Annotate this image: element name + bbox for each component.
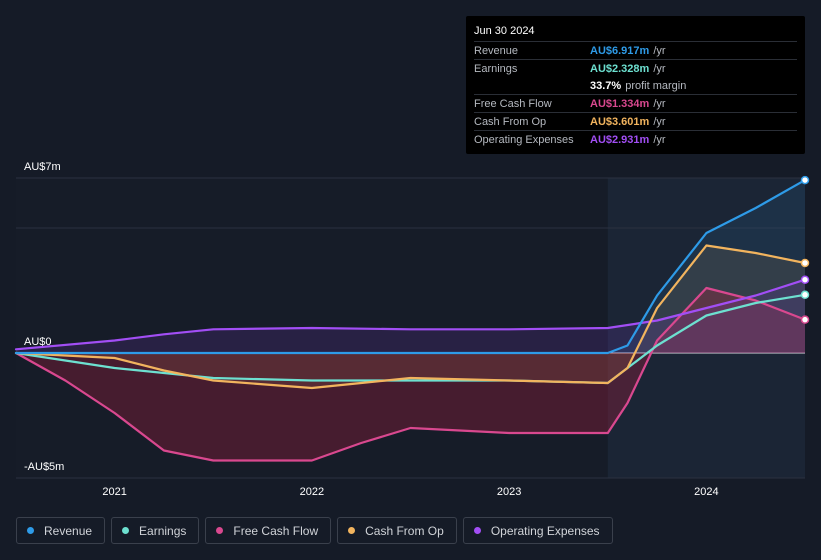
tooltip-row-cash-from-op: Cash From Op AU$3.601m /yr [474,112,797,130]
tooltip-value: AU$2.931m [590,133,650,146]
legend-label: Earnings [139,523,187,538]
x-tick-label: 2023 [497,486,521,498]
area-free-cash-flow [16,288,805,461]
tooltip-label: Earnings [474,62,518,75]
legend-dot-icon [27,527,34,534]
legend-label: Free Cash Flow [233,523,319,538]
tooltip-label: Operating Expenses [474,133,574,146]
tooltip-value: 33.7% [590,79,622,92]
tooltip: Jun 30 2024 Revenue AU$6.917m /yr Earnin… [466,16,805,154]
tooltip-row-free-cash-flow: Free Cash Flow AU$1.334m /yr [474,94,797,112]
tooltip-label: Revenue [474,44,519,57]
tooltip-row-profit-margin: 33.7% profit margin [474,77,797,94]
x-tick-label: 2022 [300,486,324,498]
legend-dot-icon [473,527,481,534]
series-line-free-cash-flow [14,286,807,462]
tooltip-unit: profit margin [625,79,687,92]
y-tick-label: -AU$5m [24,461,64,473]
tooltip-row-revenue: Revenue AU$6.917m /yr [474,41,797,59]
series-line-operating-expenses [14,278,807,351]
tooltip-value: AU$2.328m [590,62,650,75]
legend-label: Operating Expenses [490,523,600,538]
tooltip-value: AU$3.601m [590,115,650,128]
tooltip-unit: /yr [653,97,666,110]
legend-item-cash-from-op[interactable]: Cash From Op [337,517,457,544]
y-tick-label: AU$0 [24,336,52,348]
series-line-cash-from-op [14,244,807,390]
end-point-operating-expenses [800,275,810,284]
tooltip-unit: /yr [653,62,666,75]
area-cash-from-op [16,245,805,388]
end-point-free-cash-flow [800,315,810,324]
end-point-earnings [800,290,810,300]
legend-dot-icon [348,527,356,534]
tooltip-label: Free Cash Flow [474,97,552,110]
legend: Revenue Earnings Free Cash Flow Cash Fro… [16,517,613,544]
tooltip-row-earnings: Earnings AU$2.328m /yr [474,59,797,77]
tooltip-unit: /yr [653,115,666,128]
end-point-revenue [800,175,810,185]
legend-label: Revenue [44,523,93,538]
end-point-cash-from-op [800,258,810,268]
tooltip-label: Cash From Op [474,115,547,128]
area-revenue [16,180,805,353]
legend-dot-icon [216,527,224,534]
legend-item-earnings[interactable]: Earnings [111,517,200,544]
tooltip-row-operating-expenses: Operating Expenses AU$2.931m /yr [474,130,797,148]
legend-item-revenue[interactable]: Revenue [16,517,106,544]
tooltip-value: AU$1.334m [590,97,650,110]
legend-label: Cash From Op [365,523,444,538]
legend-item-operating-expenses[interactable]: Operating Expenses [462,517,613,544]
area-operating-expenses [16,279,805,353]
tooltip-date: Jun 30 2024 [474,25,535,37]
legend-item-free-cash-flow[interactable]: Free Cash Flow [205,517,332,544]
x-tick-label: 2021 [102,486,126,498]
series-line-revenue [14,179,807,355]
x-tick-label: 2024 [694,486,718,498]
y-tick-label: AU$7m [24,161,61,173]
legend-dot-icon [122,527,130,534]
tooltip-unit: /yr [653,44,666,57]
tooltip-unit: /yr [653,133,666,146]
tooltip-value: AU$6.917m [590,44,650,57]
